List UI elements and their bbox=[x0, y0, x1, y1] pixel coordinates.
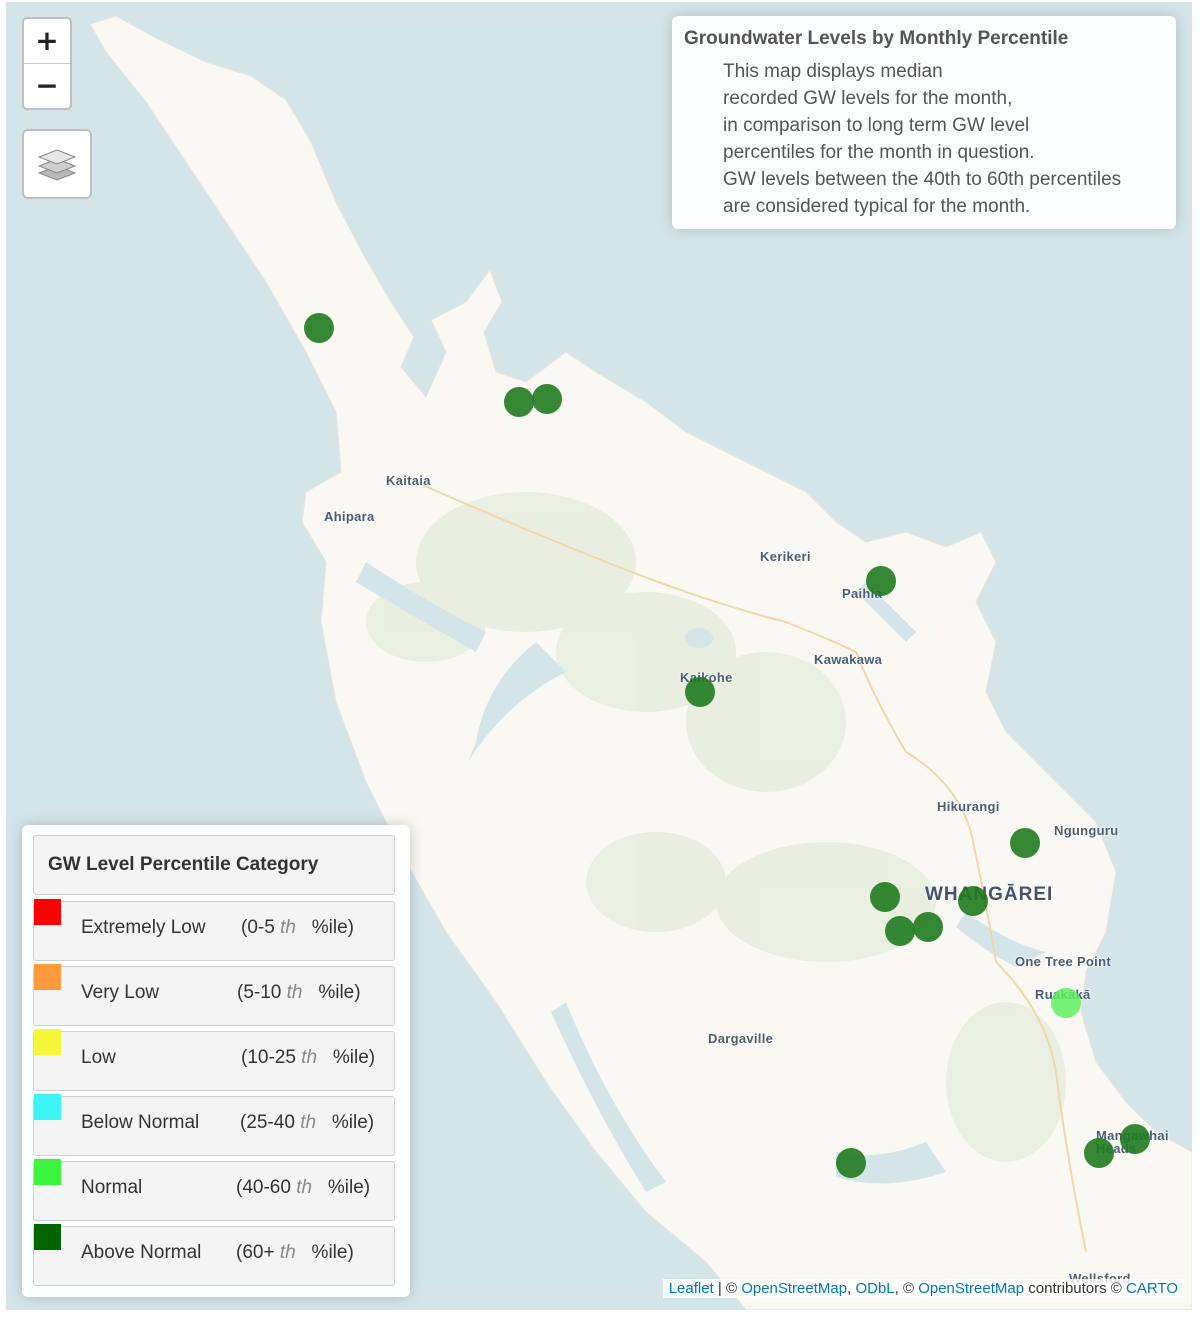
place-label: Kerikeri bbox=[760, 549, 811, 564]
site-marker[interactable] bbox=[1010, 828, 1040, 858]
legend-swatch bbox=[34, 1159, 61, 1185]
openstreetmap-link[interactable]: OpenStreetMap bbox=[741, 1280, 848, 1297]
attribution-text: , © bbox=[894, 1280, 919, 1297]
site-marker[interactable] bbox=[885, 916, 915, 946]
site-marker[interactable] bbox=[870, 882, 900, 912]
legend-label: Extremely Low bbox=[81, 917, 206, 938]
place-label: One Tree Point bbox=[1015, 954, 1111, 969]
site-marker[interactable] bbox=[866, 566, 896, 596]
map-canvas[interactable]: Kaitaia Ahipara Kerikeri Paihia Kawakawa… bbox=[6, 2, 1192, 1310]
zoom-out-button[interactable]: − bbox=[35, 69, 59, 102]
leaflet-link[interactable]: Leaflet bbox=[668, 1280, 714, 1297]
map-attribution: Leaflet | © OpenStreetMap, ODbL, © OpenS… bbox=[662, 1279, 1184, 1298]
place-label: Kaitaia bbox=[386, 473, 431, 488]
place-label: Ngunguru bbox=[1054, 823, 1119, 838]
legend-range: (60+ th %ile) bbox=[236, 1242, 354, 1263]
legend-label: Low bbox=[81, 1047, 116, 1068]
legend-item: Low (10-25 th %ile) bbox=[33, 1029, 395, 1091]
info-text-line: in comparison to long term GW level bbox=[723, 115, 1030, 136]
legend-swatch bbox=[34, 1029, 61, 1055]
site-marker[interactable] bbox=[685, 677, 715, 707]
legend-item: Below Normal (25-40 th %ile) bbox=[33, 1094, 395, 1156]
info-text-line: percentiles for the month in question. bbox=[723, 142, 1035, 163]
legend-swatch bbox=[34, 1224, 61, 1250]
info-text-line: This map displays median bbox=[723, 61, 943, 82]
legend: GW Level Percentile Category Extremely L… bbox=[22, 825, 410, 1297]
legend-swatch bbox=[34, 899, 61, 925]
place-label: Hikurangi bbox=[937, 799, 1000, 814]
zoom-in-button[interactable]: + bbox=[24, 19, 70, 64]
harbours bbox=[356, 562, 1046, 1192]
site-marker[interactable] bbox=[532, 384, 562, 414]
odbl-link[interactable]: ODbL bbox=[855, 1280, 895, 1297]
site-marker[interactable] bbox=[913, 912, 943, 942]
carto-link[interactable]: CARTO bbox=[1126, 1280, 1178, 1297]
info-panel: Groundwater Levels by Monthly Percentile… bbox=[672, 16, 1176, 229]
legend-range: (40-60 th %ile) bbox=[236, 1177, 371, 1198]
info-title: Groundwater Levels by Monthly Percentile bbox=[684, 28, 1069, 49]
legend-label: Below Normal bbox=[81, 1112, 200, 1133]
attribution-text: , bbox=[847, 1280, 856, 1297]
place-label: Dargaville bbox=[708, 1031, 774, 1046]
legend-label: Normal bbox=[81, 1177, 143, 1198]
legend-range: (25-40 th %ile) bbox=[240, 1112, 375, 1133]
vegetation-areas bbox=[366, 492, 1066, 1162]
legend-label: Very Low bbox=[81, 982, 160, 1003]
layers-button[interactable] bbox=[22, 129, 92, 199]
legend-item: Extremely Low (0-5 th %ile) bbox=[33, 899, 395, 961]
site-marker[interactable] bbox=[1051, 988, 1081, 1018]
legend-range: (0-5 th %ile) bbox=[241, 917, 355, 938]
site-marker[interactable] bbox=[1120, 1124, 1150, 1154]
legend-range: (10-25 th %ile) bbox=[241, 1047, 376, 1068]
layers-icon bbox=[37, 149, 77, 181]
site-marker[interactable] bbox=[836, 1148, 866, 1178]
place-label: WHANGĀREI bbox=[925, 884, 1054, 905]
info-text-line: recorded GW levels for the month, bbox=[723, 88, 1013, 109]
info-text-line: GW levels between the 40th to 60th perce… bbox=[723, 169, 1122, 190]
legend-item: Normal (40-60 th %ile) bbox=[33, 1159, 395, 1221]
place-label: Kawakawa bbox=[814, 652, 883, 667]
legend-title: GW Level Percentile Category bbox=[33, 835, 395, 895]
site-marker[interactable] bbox=[304, 313, 334, 343]
site-marker[interactable] bbox=[958, 886, 988, 916]
openstreetmap-link[interactable]: OpenStreetMap bbox=[918, 1280, 1025, 1297]
site-marker[interactable] bbox=[504, 387, 534, 417]
roads bbox=[415, 481, 1087, 1253]
place-label: Ahipara bbox=[324, 509, 375, 524]
attribution-text: | © bbox=[713, 1280, 742, 1297]
legend-range: (5-10 th %ile) bbox=[237, 982, 361, 1003]
legend-swatch bbox=[34, 964, 61, 990]
info-text-line: are considered typical for the month. bbox=[723, 196, 1031, 217]
legend-swatch bbox=[34, 1094, 61, 1120]
legend-item: Above Normal (60+ th %ile) bbox=[33, 1224, 395, 1286]
legend-item: Very Low (5-10 th %ile) bbox=[33, 964, 395, 1026]
site-marker[interactable] bbox=[1084, 1138, 1114, 1168]
attribution-text: contributors © bbox=[1024, 1280, 1127, 1297]
zoom-control: + − bbox=[22, 17, 72, 110]
legend-label: Above Normal bbox=[81, 1242, 202, 1263]
